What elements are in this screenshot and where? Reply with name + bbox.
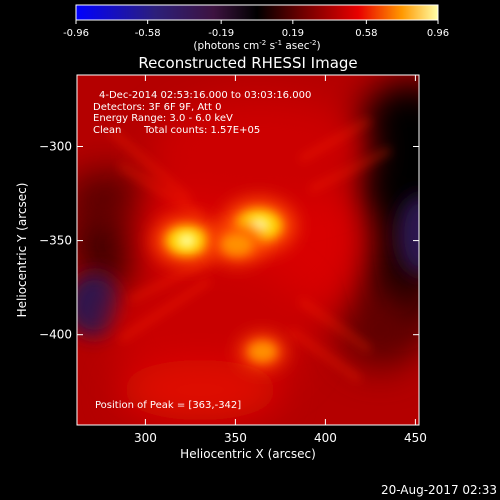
source-peak (177, 233, 197, 248)
heatmap-image (77, 75, 419, 425)
time-range-label: 4-Dec-2014 02:53:16.000 to 03:03:16.000 (99, 90, 311, 101)
clean-label: Clean (93, 125, 121, 136)
chart-title: Reconstructed RHESSI Image (138, 54, 357, 72)
source-peak (248, 217, 270, 234)
y-tick-label: −300 (39, 140, 72, 154)
x-tick-label: 400 (314, 431, 337, 445)
source-core (221, 232, 254, 256)
colorbar-tick-label: 0.19 (282, 28, 304, 39)
colorbar-tick-label: 0.96 (427, 28, 449, 39)
colorbar-tick-label: 0.58 (355, 28, 377, 39)
colorbar-tick-label: -0.96 (63, 28, 89, 39)
colorbar-tick-label: -0.58 (135, 28, 161, 39)
colorbar (75, 4, 439, 21)
x-tick-label: 450 (404, 431, 427, 445)
colorbar-ticks: -0.96 -0.58 -0.19 0.19 0.58 0.96 (63, 20, 449, 39)
energy-range-label: Energy Range: 3.0 - 6.0 keV (93, 113, 233, 124)
y-tick-label: −350 (39, 234, 72, 248)
x-axis-ticks: 300 350 400 450 (134, 75, 427, 445)
timestamp: 20-Aug-2017 02:33 (381, 483, 497, 497)
y-axis-label: Heliocentric Y (arcsec) (15, 183, 29, 318)
plot-frame (76, 74, 420, 426)
y-axis-ticks: −300 −350 −400 (39, 140, 419, 342)
y-tick-label: −400 (39, 328, 72, 342)
x-tick-label: 350 (224, 431, 247, 445)
x-tick-label: 300 (134, 431, 157, 445)
source-core (248, 341, 277, 362)
peak-position-label: Position of Peak = [363,-342] (95, 400, 241, 411)
sources-group (153, 198, 296, 369)
detectors-label: Detectors: 3F 6F 9F, Att 0 (93, 102, 221, 113)
total-counts-label: Total counts: 1.57E+05 (143, 125, 260, 136)
colorbar-tick-label: -0.19 (208, 28, 234, 39)
x-axis-label: Heliocentric X (arcsec) (180, 447, 316, 461)
colorbar-unit-label: (photons cm-2 s-1 asec-2) (193, 39, 320, 52)
